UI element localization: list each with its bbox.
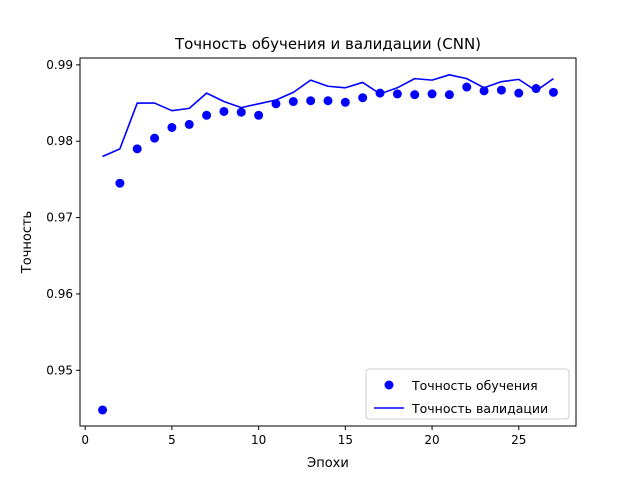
data-point-training xyxy=(288,97,298,107)
data-point-training xyxy=(132,144,142,154)
data-point-training xyxy=(115,178,125,188)
series-line-validation xyxy=(102,74,554,158)
data-point-training xyxy=(410,90,420,100)
plot-area xyxy=(80,58,576,426)
plot-frame xyxy=(79,57,577,427)
legend-label-train: Точность обучения xyxy=(411,378,538,393)
chart-title: Точность обучения и валидации (CNN) xyxy=(174,35,481,53)
data-point-training xyxy=(219,106,229,116)
x-tick-label: 15 xyxy=(338,433,353,447)
plot-content xyxy=(98,74,558,415)
data-point-training xyxy=(479,86,489,96)
data-point-training xyxy=(167,122,177,132)
x-tick-label: 0 xyxy=(81,433,89,447)
data-point-training xyxy=(444,90,454,100)
data-point-training xyxy=(548,87,558,97)
y-tick-label: 0.96 xyxy=(46,287,73,301)
data-point-training xyxy=(514,88,524,98)
x-tick-label: 20 xyxy=(424,433,439,447)
data-point-training xyxy=(98,405,108,415)
y-tick-label: 0.97 xyxy=(46,211,73,225)
y-axis-label: Точность xyxy=(20,211,35,274)
x-tick-label: 5 xyxy=(168,433,176,447)
x-tick-label: 25 xyxy=(511,433,526,447)
data-point-training xyxy=(531,84,541,94)
data-point-training xyxy=(271,99,281,109)
legend-label-val: Точность валидации xyxy=(411,401,548,416)
x-axis-label: Эпохи xyxy=(307,456,349,471)
data-point-training xyxy=(184,119,194,129)
data-point-training xyxy=(496,85,506,95)
legend: Точность обучения Точность валидации xyxy=(365,368,570,420)
data-point-training xyxy=(323,96,333,106)
data-point-training xyxy=(306,96,316,106)
y-axis: 0.95 0.96 0.97 0.98 0.99 xyxy=(46,58,80,377)
data-point-training xyxy=(236,107,246,117)
y-tick-label: 0.98 xyxy=(46,134,73,148)
data-point-training xyxy=(358,93,368,103)
data-point-training xyxy=(427,89,437,99)
data-point-training xyxy=(254,110,264,120)
data-point-training xyxy=(340,97,350,107)
legend-box xyxy=(365,368,570,420)
x-axis: 0 5 10 15 20 25 xyxy=(81,426,526,447)
data-point-training xyxy=(202,110,212,120)
y-tick-label: 0.99 xyxy=(46,58,73,72)
data-point-training xyxy=(462,82,472,92)
y-tick-label: 0.95 xyxy=(46,363,73,377)
legend-marker-points xyxy=(384,380,394,390)
x-tick-label: 10 xyxy=(251,433,266,447)
data-point-training xyxy=(150,133,160,143)
data-point-training xyxy=(392,89,402,99)
